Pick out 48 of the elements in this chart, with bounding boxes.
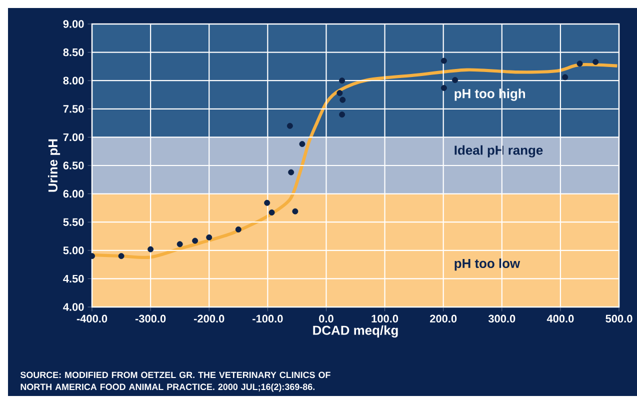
point — [339, 78, 346, 84]
y-tick-label: 4.50 — [63, 274, 84, 283]
x-tick-label: 0.0 — [319, 314, 334, 323]
point — [268, 209, 275, 216]
x-tick-label: -100.0 — [252, 314, 283, 323]
y-tick-label: 5.00 — [63, 246, 84, 254]
x-tick-label: 300.0 — [488, 314, 516, 323]
point — [299, 140, 306, 147]
y-tick-label: 6.50 — [63, 162, 84, 170]
y-tick-label: 6.00 — [63, 190, 84, 198]
point — [576, 60, 583, 67]
x-tick-label: 400.0 — [546, 314, 574, 323]
source-note: SOURCE: MODIFIED FROM OETZEL GR. THE VETERINARY CLINICS OF NORTH AMERICA FOOD ANIMAL PRACTICE. 2000 JUL;16(2):369-86. — [20, 372, 330, 392]
x-tick-label: 200.0 — [430, 314, 457, 323]
y-tick-label: 5.50 — [63, 218, 84, 226]
y-tick-label: 7.00 — [63, 133, 84, 142]
point — [192, 238, 198, 244]
point — [592, 58, 599, 65]
x-axis-title: DCAD meq/kg — [313, 325, 398, 338]
point — [288, 169, 294, 176]
x-tick-label: -200.0 — [194, 314, 224, 323]
point — [286, 122, 293, 129]
point — [336, 90, 343, 96]
y-tick-label: 4.00 — [63, 303, 84, 311]
point — [264, 200, 270, 206]
point — [562, 74, 568, 80]
y-tick-label: 9.00 — [63, 20, 84, 28]
point — [118, 253, 124, 260]
y-axis-title: Urine pH — [48, 139, 60, 192]
point — [340, 96, 346, 103]
point — [292, 208, 298, 214]
point — [206, 234, 212, 240]
point — [440, 58, 447, 64]
y-tick-label: 7.50 — [63, 105, 84, 113]
x-tick-label: -400.0 — [76, 314, 108, 323]
band-label: pH too low — [454, 258, 520, 271]
point — [148, 246, 154, 252]
y-tick-label: 8.50 — [63, 48, 84, 56]
x-tick-label: 100.0 — [372, 314, 398, 323]
y-tick-label: 8.00 — [63, 76, 84, 84]
point — [235, 226, 242, 232]
x-tick-label: -300.0 — [135, 314, 166, 323]
point — [176, 241, 183, 248]
point — [440, 84, 447, 91]
point — [89, 253, 96, 260]
point — [452, 77, 458, 84]
point — [339, 112, 346, 118]
x-tick-label: 500.0 — [606, 314, 632, 323]
